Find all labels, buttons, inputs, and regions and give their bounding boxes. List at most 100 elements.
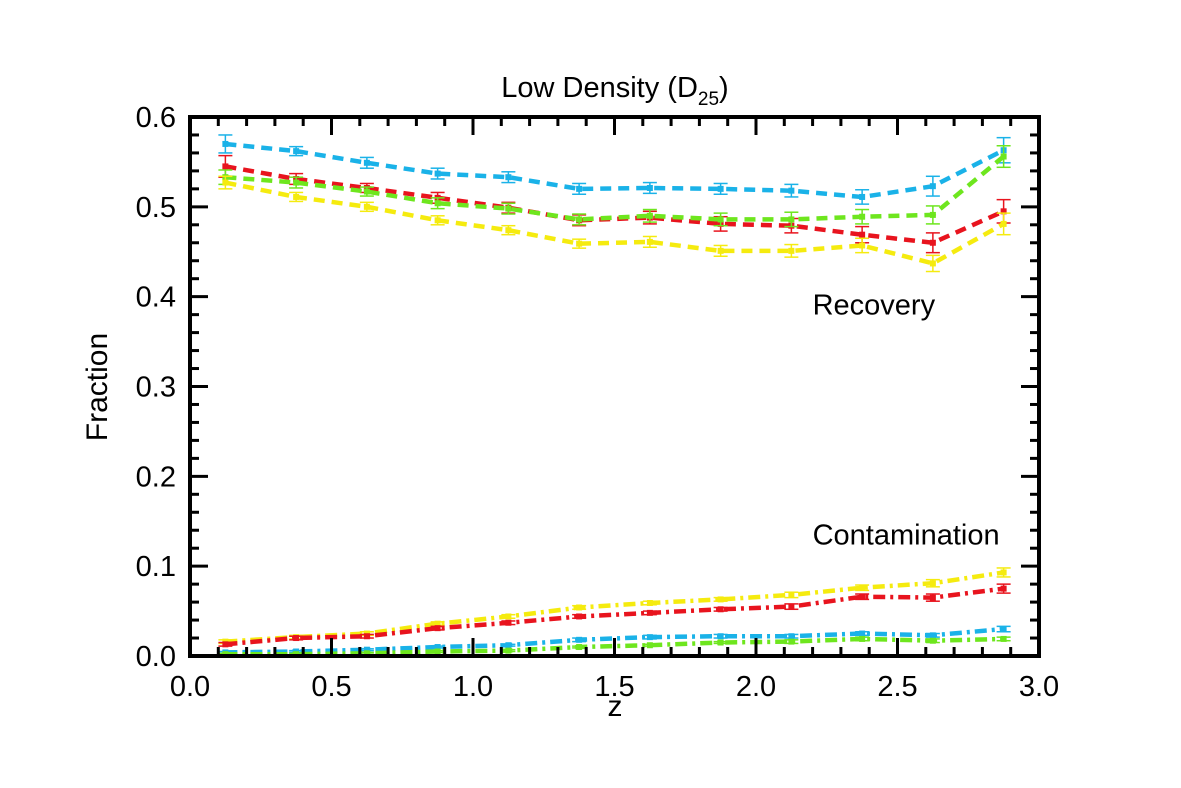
data-point xyxy=(717,633,724,640)
error-bar xyxy=(359,186,374,197)
y-tick-label: 0.0 xyxy=(136,641,176,673)
data-point xyxy=(788,216,795,223)
data-point xyxy=(859,193,866,200)
data-point xyxy=(222,641,229,648)
error-bar xyxy=(784,638,799,645)
data-point xyxy=(788,591,795,598)
data-point xyxy=(434,625,441,632)
error-bar xyxy=(501,171,516,184)
annotation-label: Contamination xyxy=(813,520,1000,552)
data-point xyxy=(363,646,370,653)
data-point xyxy=(505,227,512,234)
data-point xyxy=(859,593,866,600)
data-point xyxy=(363,159,370,166)
error-bar xyxy=(925,632,940,639)
series-recovery-cyan xyxy=(218,134,1011,205)
data-point xyxy=(1000,569,1007,576)
data-point xyxy=(505,205,512,212)
error-bar xyxy=(855,584,870,592)
error-bar xyxy=(501,202,516,215)
x-tick-label: 1.0 xyxy=(453,671,493,703)
error-bar xyxy=(501,642,516,649)
series-contamination-yellow xyxy=(218,567,1011,645)
error-bar xyxy=(218,175,233,190)
error-bar xyxy=(430,625,445,632)
data-point xyxy=(1000,635,1007,642)
chart-title-end: ) xyxy=(719,72,729,104)
error-bar xyxy=(218,134,233,154)
data-point xyxy=(505,174,512,181)
data-point xyxy=(859,630,866,637)
chart-title-main: Low Density (D xyxy=(501,72,698,104)
error-bar xyxy=(572,636,587,643)
data-point xyxy=(929,183,936,190)
data-point xyxy=(646,634,653,641)
y-tick-label: 0.6 xyxy=(136,102,176,134)
error-bar xyxy=(713,639,728,646)
data-point xyxy=(576,613,583,620)
data-point xyxy=(1000,208,1007,215)
data-point xyxy=(505,619,512,626)
data-point xyxy=(788,187,795,194)
data-point xyxy=(646,609,653,616)
y-tick-label: 0.3 xyxy=(136,372,176,404)
error-bar xyxy=(430,197,445,210)
error-bar xyxy=(784,591,799,599)
data-point xyxy=(222,163,229,170)
error-bar xyxy=(713,596,728,603)
error-bar xyxy=(855,630,870,637)
error-bar xyxy=(996,625,1011,633)
error-bar xyxy=(289,191,304,203)
series-line-recovery-red xyxy=(225,164,1005,246)
y-axis-label: Fraction xyxy=(81,333,114,441)
y-tick-label: 0.2 xyxy=(136,461,176,493)
error-bar xyxy=(925,232,940,254)
data-point xyxy=(646,238,653,245)
data-point xyxy=(717,185,724,192)
error-bar xyxy=(784,603,799,611)
data-point xyxy=(363,203,370,210)
error-bar xyxy=(713,633,728,640)
y-tick-label: 0.4 xyxy=(136,282,176,314)
data-point xyxy=(717,247,724,254)
error-bar xyxy=(289,635,304,642)
labels-layer: Low Density (D25) z Fraction 0.0 0.5 1.0 1.… xyxy=(81,72,1059,723)
x-tick-label: 3.0 xyxy=(1019,671,1059,703)
data-point xyxy=(1000,153,1007,160)
data-point xyxy=(788,603,795,610)
series-recovery-green xyxy=(218,144,1011,228)
data-point xyxy=(434,200,441,207)
series-layer xyxy=(218,134,1011,658)
data-point xyxy=(293,179,300,186)
series-line-recovery-cyan xyxy=(225,141,1005,200)
error-bar xyxy=(501,619,516,626)
error-bar xyxy=(996,144,1011,169)
data-point xyxy=(363,188,370,195)
data-point xyxy=(576,185,583,192)
series-line-contamination-green xyxy=(225,636,1004,657)
error-bar xyxy=(642,235,657,249)
error-bar xyxy=(642,609,657,616)
x-axis-label: z xyxy=(608,690,623,723)
data-point xyxy=(363,650,370,657)
error-bar xyxy=(855,593,870,601)
error-bar xyxy=(996,635,1011,642)
series-line-recovery-yellow xyxy=(224,180,1005,266)
data-point xyxy=(434,648,441,655)
data-point xyxy=(717,596,724,603)
error-bar xyxy=(855,635,870,642)
error-bar xyxy=(925,578,940,588)
error-bar xyxy=(642,642,657,649)
data-point xyxy=(929,637,936,644)
data-point xyxy=(646,212,653,219)
error-bar xyxy=(572,182,587,196)
series-recovery-yellow xyxy=(218,175,1011,273)
error-bar xyxy=(996,567,1011,578)
error-bar xyxy=(572,644,587,651)
data-point xyxy=(929,594,936,601)
error-bar xyxy=(572,613,587,620)
error-bar xyxy=(642,208,657,223)
error-bar xyxy=(855,237,870,254)
error-bar xyxy=(642,599,657,606)
error-bar xyxy=(784,633,799,640)
